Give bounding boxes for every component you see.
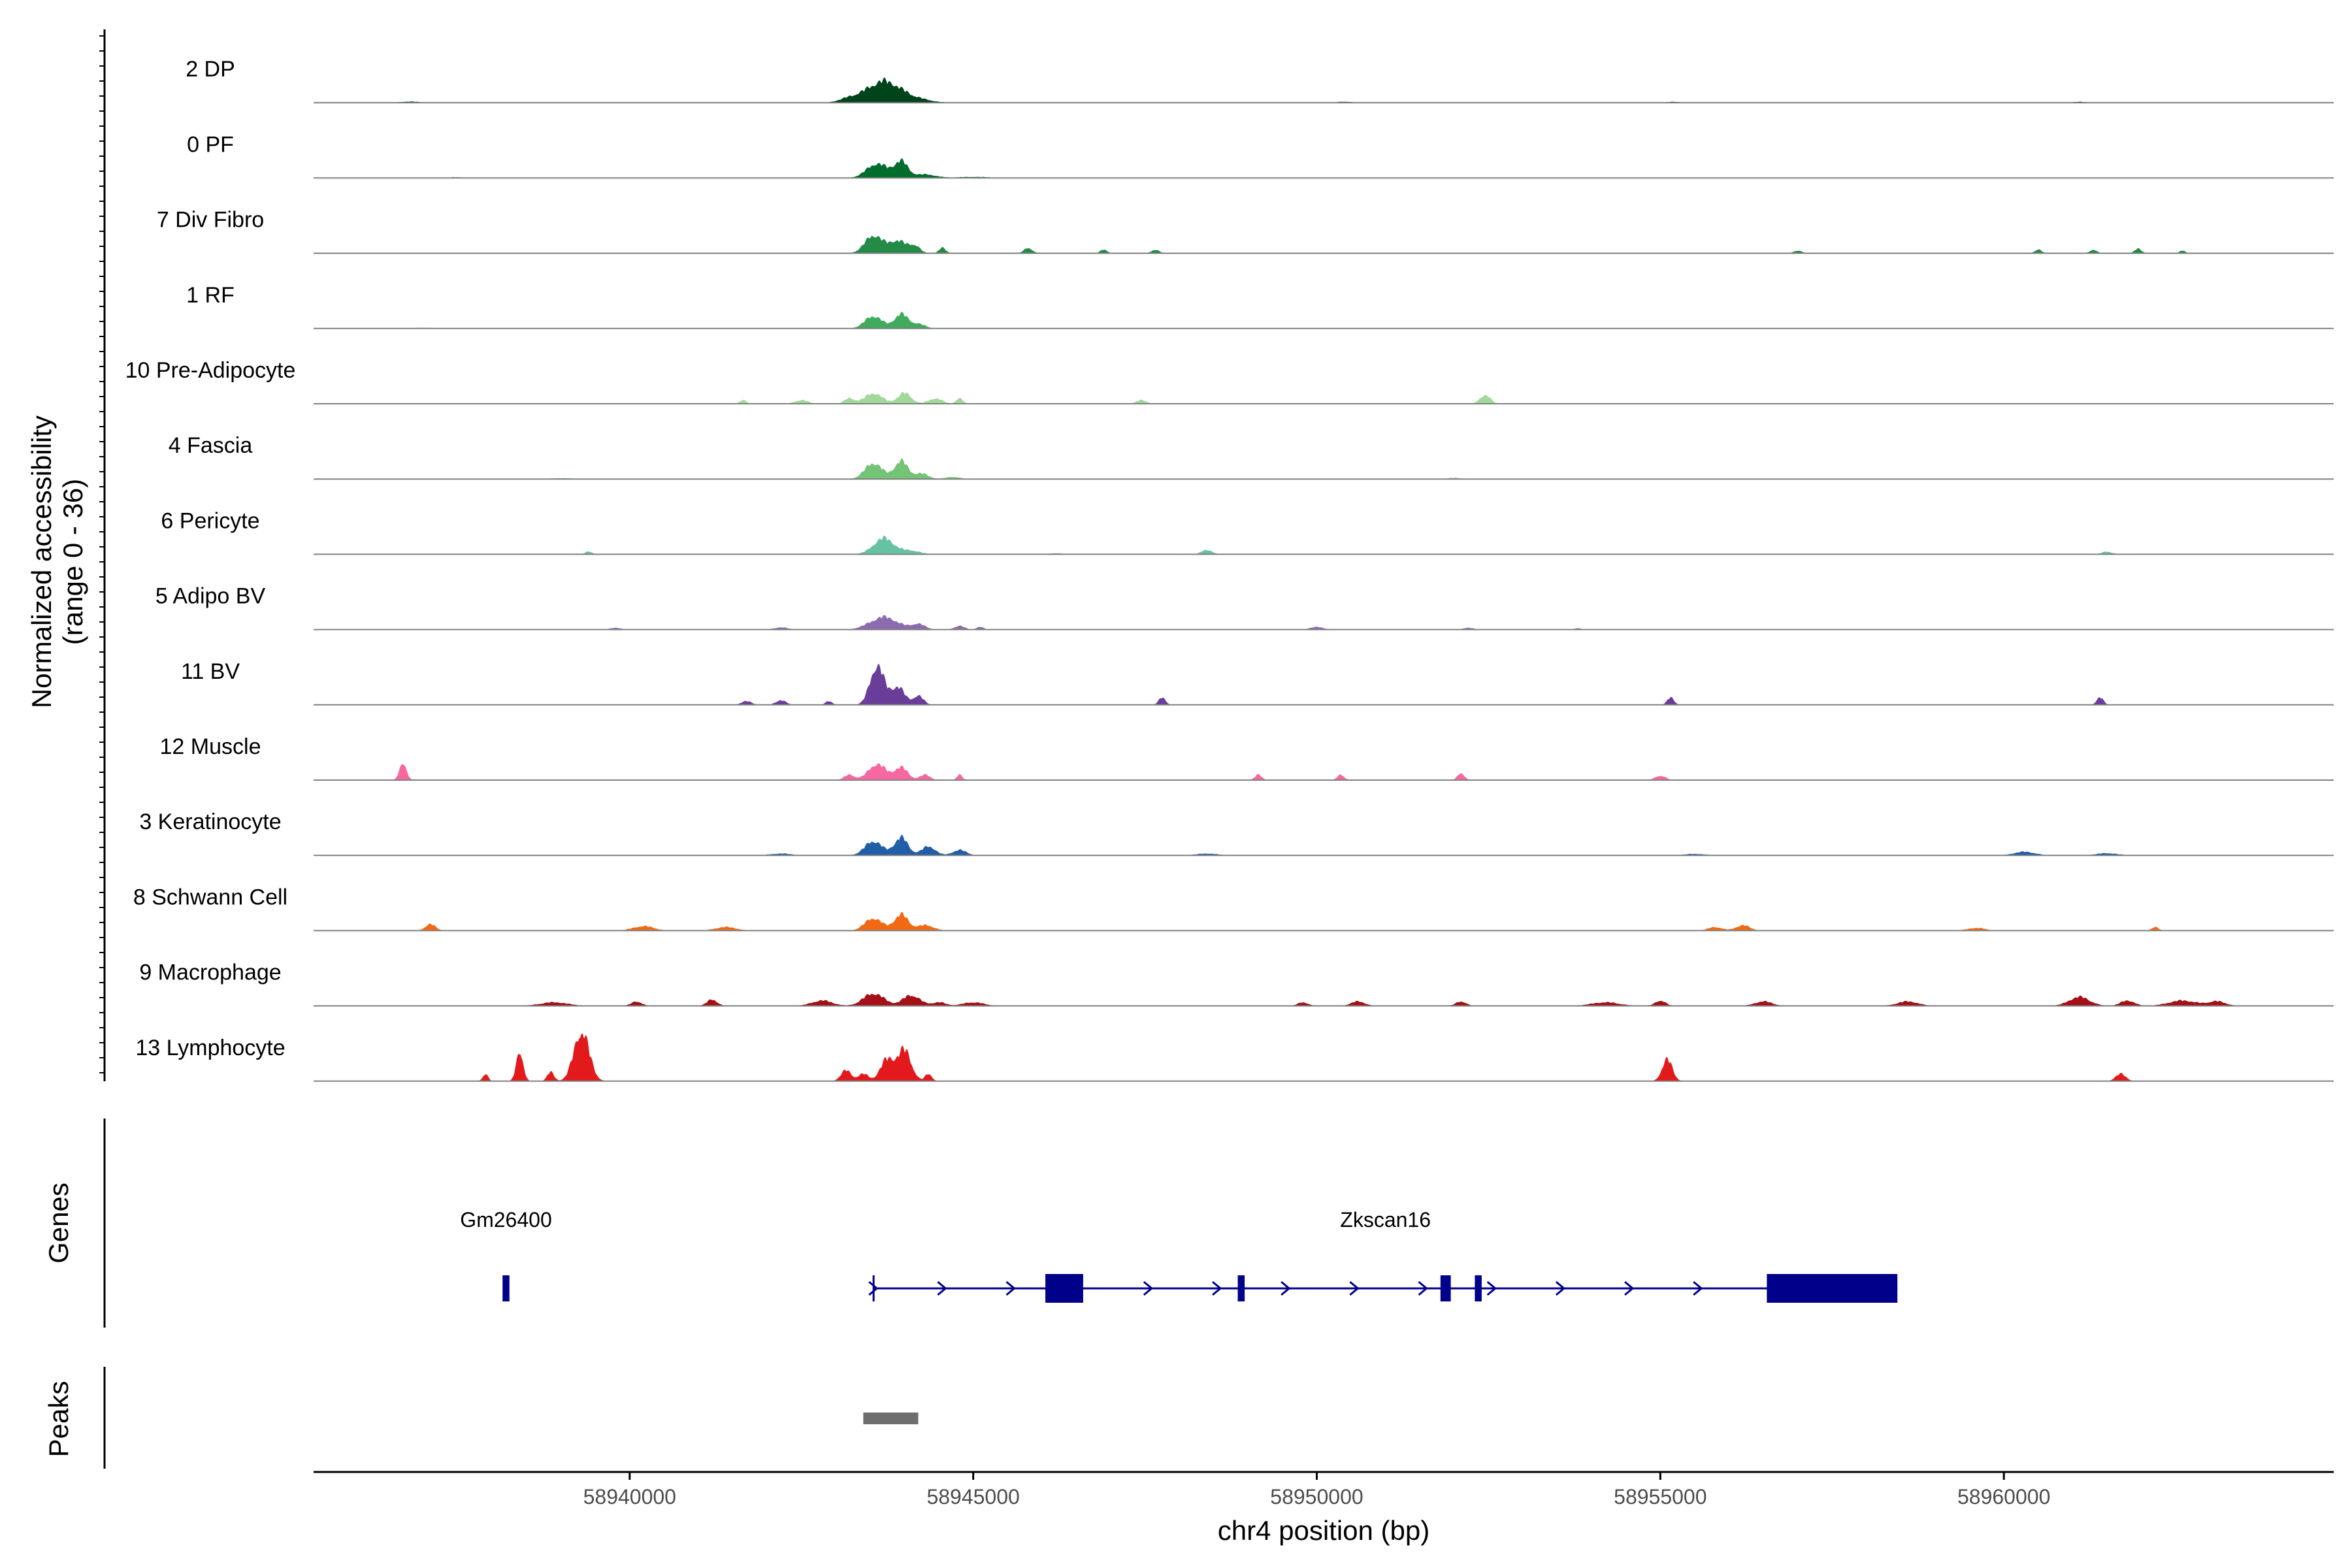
y-axis-title-line2: (range 0 - 36) xyxy=(57,479,88,645)
y-axis-ticks xyxy=(99,35,105,1073)
track-label: 10 Pre-Adipocyte xyxy=(125,358,296,383)
track-label: 0 PF xyxy=(187,132,234,157)
gene-label: Gm26400 xyxy=(460,1208,552,1232)
gene-exon xyxy=(1767,1274,1898,1303)
coverage-area xyxy=(314,312,2334,329)
track-7: 5 Adipo BV xyxy=(155,584,2334,630)
track-label: 1 RF xyxy=(186,283,235,308)
track-label: 7 Div Fibro xyxy=(157,208,264,233)
coverage-area xyxy=(314,664,2334,705)
gene-exon xyxy=(1237,1275,1245,1301)
x-tick-label: 58940000 xyxy=(583,1485,676,1509)
track-2: 7 Div Fibro xyxy=(157,208,2334,254)
gene-exon xyxy=(1440,1275,1451,1301)
track-5: 4 Fascia xyxy=(169,433,2334,480)
track-label: 8 Schwann Cell xyxy=(133,885,287,909)
gene-label: Zkscan16 xyxy=(1340,1208,1431,1232)
coverage-area xyxy=(314,458,2334,480)
coverage-tracks: 2 DP 0 PF 7 Div Fibro 1 RF 10 Pre-Adipocyte 4… xyxy=(125,57,2334,1082)
track-10: 3 Keratinocyte xyxy=(139,809,2334,857)
strand-arrow xyxy=(1349,1281,1360,1296)
strand-arrow xyxy=(1143,1281,1154,1296)
gene-exon xyxy=(1475,1275,1482,1301)
track-label: 6 Pericyte xyxy=(161,508,259,533)
peak-region xyxy=(863,1413,919,1424)
track-label: 13 Lymphocyte xyxy=(135,1036,285,1060)
strand-arrow xyxy=(1005,1281,1016,1296)
track-label: 2 DP xyxy=(186,57,235,82)
track-12: 9 Macrophage xyxy=(139,960,2334,1007)
track-4: 10 Pre-Adipocyte xyxy=(125,358,2334,404)
gene-gm26400: Gm26400 xyxy=(460,1208,552,1301)
track-label: 5 Adipo BV xyxy=(155,584,266,609)
coverage-area xyxy=(314,236,2334,253)
track-6: 6 Pericyte xyxy=(161,508,2334,555)
strand-arrow xyxy=(1212,1281,1222,1296)
x-tick-label: 58955000 xyxy=(1614,1485,1707,1509)
track-label: 12 Muscle xyxy=(160,734,261,759)
coverage-area xyxy=(314,911,2334,931)
track-label: 9 Macrophage xyxy=(139,960,281,985)
strand-arrow xyxy=(1624,1281,1635,1296)
x-tick-label: 58945000 xyxy=(926,1485,1019,1509)
peaks-track-label: Peaks xyxy=(43,1381,74,1458)
x-tick-label: 58960000 xyxy=(1957,1485,2050,1509)
strand-arrow xyxy=(1555,1281,1566,1296)
coverage-area xyxy=(314,763,2334,780)
track-9: 12 Muscle xyxy=(160,734,2334,781)
x-tick-label: 58950000 xyxy=(1270,1485,1363,1509)
strand-arrow xyxy=(1418,1281,1428,1296)
peak-track xyxy=(863,1413,919,1424)
coverage-area xyxy=(314,834,2334,856)
track-0: 2 DP xyxy=(186,57,2334,104)
coverage-area xyxy=(314,535,2334,555)
x-axis-title: chr4 position (bp) xyxy=(1218,1515,1430,1546)
track-8: 11 BV xyxy=(181,659,2334,706)
coverage-area xyxy=(314,615,2334,630)
gene-exon xyxy=(502,1275,510,1301)
track-label: 3 Keratinocyte xyxy=(139,809,281,834)
strand-arrow xyxy=(937,1281,947,1296)
coverage-area xyxy=(314,994,2334,1006)
coverage-area xyxy=(314,158,2334,178)
y-axis-title-line1: Normalized accessibility xyxy=(26,416,57,708)
track-13: 13 Lymphocyte xyxy=(135,1033,2334,1082)
coverage-area xyxy=(314,391,2334,404)
track-1: 0 PF xyxy=(187,132,2334,179)
gene-annotation-track: Gm26400 Zkscan16 xyxy=(460,1208,1898,1303)
gene-exon xyxy=(1045,1274,1083,1303)
strand-arrow xyxy=(1693,1281,1703,1296)
x-axis-ticks: 58940000 58945000 58950000 58955000 58960000 xyxy=(583,1472,2050,1509)
coverage-area xyxy=(314,1033,2334,1081)
track-11: 8 Schwann Cell xyxy=(133,885,2334,932)
coverage-area xyxy=(314,77,2334,103)
strand-arrow xyxy=(1281,1281,1291,1296)
strand-arrow xyxy=(1486,1281,1497,1296)
track-3: 1 RF xyxy=(186,283,2334,329)
genes-track-label: Genes xyxy=(43,1183,74,1264)
track-label: 4 Fascia xyxy=(169,433,253,458)
track-label: 11 BV xyxy=(181,659,240,684)
strand-arrow xyxy=(868,1281,879,1296)
gene-zkscan16: Zkscan16 xyxy=(868,1208,1898,1303)
